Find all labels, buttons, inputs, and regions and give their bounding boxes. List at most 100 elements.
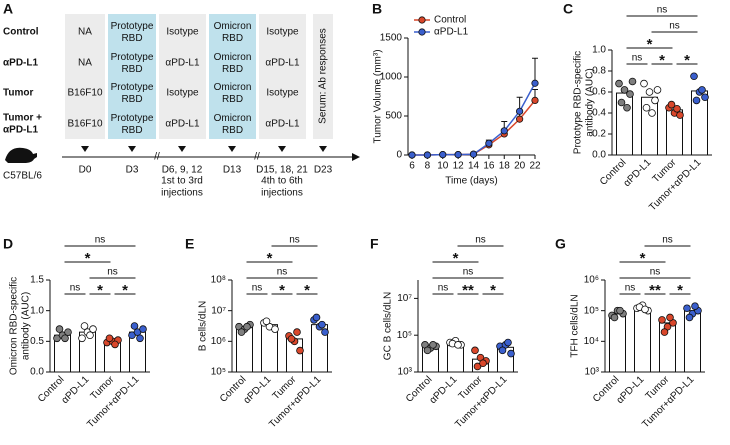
y-tick-label: 10⁴: [584, 336, 599, 347]
sig-label: ns: [475, 235, 486, 246]
data-point: [423, 346, 432, 355]
data-point: [485, 139, 493, 147]
data-point: [78, 334, 86, 343]
time-marker: [228, 146, 236, 152]
sig-label: ns: [650, 267, 661, 278]
row-label: αPD-L1: [3, 125, 38, 136]
data-point: [690, 72, 698, 81]
data-point: [473, 362, 482, 371]
y-tick-label: 10⁶: [211, 336, 226, 347]
cell-word: RBD: [222, 94, 243, 105]
time-marker: [128, 146, 136, 152]
arrow-head: [352, 153, 360, 161]
data-point: [531, 96, 539, 105]
y-tick-label: 0.8: [592, 66, 606, 77]
axis-break: //: [154, 152, 160, 163]
row-label: Tumor: [3, 88, 33, 99]
cell-text: Prototype RBD: [111, 52, 154, 75]
y-tick-label: 0.4: [592, 108, 606, 119]
data-point: [692, 96, 701, 105]
bar: [634, 307, 651, 373]
cell-text: Isotype: [166, 27, 199, 38]
x-tick-label: 18: [499, 161, 511, 172]
sig-label: ns: [662, 235, 673, 246]
sig-label: ns: [95, 235, 106, 246]
cell-text: Prototype RBD: [111, 21, 154, 44]
y-tick-label: 10⁶: [584, 275, 599, 286]
panel-letter: G: [555, 236, 566, 252]
x-tick-label: 10: [437, 161, 449, 172]
mouse-label: C57BL/6: [3, 171, 42, 182]
time-marker: [278, 146, 286, 152]
x-tick-label: 16: [483, 161, 495, 172]
panel-letter: C: [563, 1, 573, 17]
sig-label: ns: [463, 267, 474, 278]
y-tick-label: 10³: [398, 367, 413, 378]
data-point: [271, 325, 279, 333]
y-tick-label: 1.0: [592, 45, 606, 56]
y-axis-label: GC B cells/dLN: [383, 292, 394, 360]
sig-label: ns: [657, 5, 668, 16]
cell-text: Isotype: [266, 88, 299, 99]
data-point: [658, 316, 666, 324]
cell-word: RBD: [121, 125, 142, 136]
y-axis-label: TFH cells/dLN: [570, 294, 581, 357]
axis-break: //: [254, 152, 260, 163]
data-point: [691, 302, 699, 310]
y-axis-label: antibody (AUC): [585, 68, 596, 136]
sig-label: *: [279, 282, 285, 299]
cell-bg: [209, 14, 256, 139]
data-point: [105, 334, 114, 343]
data-point: [676, 111, 684, 119]
injection-label: 1st to 3rd: [161, 176, 203, 187]
legend-label: αPD-L1: [434, 27, 469, 38]
schematic: [5, 14, 360, 163]
x-tick-label: 22: [529, 161, 541, 172]
data-point: [610, 313, 619, 322]
data-point: [111, 340, 119, 349]
data-point: [531, 79, 539, 87]
series-line: [412, 99, 536, 156]
data-point: [653, 86, 662, 94]
time-label: D6, 9, 12: [162, 165, 203, 176]
cell-word: RBD: [121, 64, 142, 75]
data-point: [640, 79, 648, 88]
cell-bg: [65, 14, 105, 139]
y-tick-label: 10⁵: [211, 367, 226, 378]
sig-label: *: [647, 36, 653, 53]
sig-label: ns: [107, 267, 118, 278]
cell-text: Prototype RBD: [111, 113, 154, 136]
y-axis-label: Prototype RBD-specific: [573, 51, 584, 154]
sig-label: *: [640, 250, 646, 267]
sig-label: *: [122, 282, 128, 299]
data-point: [321, 328, 329, 336]
data-point: [61, 334, 69, 343]
y-tick-label: 0: [396, 150, 402, 161]
panel-letter: B: [372, 1, 382, 17]
data-point: [620, 86, 629, 94]
data-point: [516, 115, 524, 123]
cell-text: Omicron RBD: [214, 21, 252, 44]
data-point: [683, 304, 691, 313]
x-tick-label: αPD-L1: [60, 374, 92, 406]
time-label: D3: [126, 165, 139, 176]
x-tick-label: 12: [453, 161, 465, 172]
cell-word: Prototype: [111, 52, 154, 63]
x-axis-label: Time (days): [445, 176, 497, 187]
y-axis-label: Tumor Volume (mm³): [373, 49, 384, 143]
data-point: [615, 79, 623, 88]
data-point: [423, 151, 431, 159]
data-point: [660, 328, 669, 336]
sig-label: **: [462, 282, 474, 299]
data-point: [262, 317, 271, 326]
data-point: [318, 320, 326, 329]
sig-label: ns: [70, 283, 81, 294]
time-marker: [81, 146, 89, 152]
x-tick-label: αPD-L1: [428, 374, 460, 406]
y-tick-label: 0.2: [592, 129, 606, 140]
data-point: [454, 151, 462, 159]
time-label: D15, 18, 21: [256, 165, 308, 176]
sig-label: *: [490, 282, 496, 299]
cell-text: Prototype RBD: [111, 82, 154, 105]
data-point: [507, 349, 515, 358]
